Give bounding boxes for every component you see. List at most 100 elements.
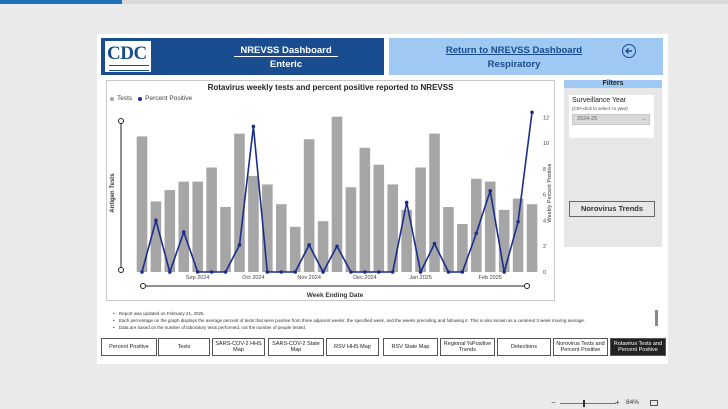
chevron-down-icon: ⌄ [640, 116, 646, 122]
tests-bar [498, 209, 510, 272]
dashboard-subtitle: Enteric [269, 59, 303, 70]
tests-bar [150, 201, 162, 272]
return-link[interactable]: Return to NREVSS Dashboard [445, 45, 583, 56]
tests-bar [512, 198, 524, 272]
top-progress-accent [0, 0, 122, 4]
percent-positive-point [530, 110, 534, 115]
tab-norovirus-tests[interactable]: Norovirus Tests and Percent Positive [553, 338, 608, 356]
surveillance-year-slicer: Surveillance Year (Ctrl+click to select … [569, 95, 654, 138]
percent-positive-point [154, 218, 158, 223]
percent-positive-point [307, 243, 311, 247]
tests-bar [457, 223, 468, 272]
note-item: Each percentage on the graph displays th… [113, 317, 633, 324]
header-return[interactable]: Return to NREVSS Dashboard Respiratory [389, 38, 663, 75]
notes-scrollbar[interactable] [655, 310, 658, 326]
x-tick-label: Oct 2024 [242, 275, 264, 281]
tests-bar [484, 181, 496, 272]
tab-sars-cov-2-state-map[interactable]: SARS-COV-2 State Map [268, 338, 324, 356]
y2-tick-label: 12 [543, 115, 549, 121]
circle-arrow-left-icon[interactable] [622, 44, 636, 58]
surveillance-year-value: 2024-25 [577, 116, 598, 122]
chart-title: Rotavirus weekly tests and percent posit… [207, 83, 454, 92]
tests-bar [234, 133, 245, 272]
tab-regional-percent-positive-trends[interactable]: Regional %Positive Trends [440, 338, 495, 356]
x-tick-label: Jan 2025 [409, 275, 432, 281]
x-range-slider-handle [140, 283, 146, 289]
percent-positive-point [376, 270, 381, 274]
tests-bar [443, 207, 454, 272]
legend-percent-label: Percent Positive [145, 95, 193, 102]
legend-tests-swatch [110, 96, 114, 101]
y2-axis-title: Weekly Percent Positive [547, 163, 553, 222]
tab-tests[interactable]: Tests [158, 338, 210, 356]
tests-bar [136, 136, 148, 272]
percent-positive-point [195, 270, 200, 274]
percent-positive-point [279, 270, 284, 274]
dashboard-title: NREVSS Dashboard [196, 45, 376, 57]
cdc-logo: CDC [104, 40, 152, 73]
x-tick-label: Dec 2024 [353, 275, 377, 281]
return-link-subtitle[interactable]: Respiratory [487, 59, 541, 70]
tab-rotavirus-tests[interactable]: Rotavirus Tests and Percent Positive [610, 338, 666, 356]
y-axis-title: Antigen Tests [110, 173, 116, 213]
tab-percent-positive[interactable]: Percent Positive [101, 338, 157, 356]
tests-bar [275, 204, 287, 272]
tests-bar [331, 116, 343, 272]
tab-rsv-state-map[interactable]: RSV State Map [383, 338, 438, 356]
tab-rsv-hhs-map[interactable]: RSV HHS Map [326, 338, 379, 356]
top-progress-bar [0, 0, 728, 4]
x-tick-label: Nov 2024 [297, 275, 321, 281]
x-axis-title: Week Ending Date [307, 292, 364, 299]
y-range-slider-handle [118, 118, 124, 124]
tests-bar [303, 139, 315, 272]
percent-positive-point [446, 270, 451, 274]
cdc-logo-stripes [109, 65, 149, 71]
percent-positive-point [488, 189, 493, 193]
tests-bar [192, 181, 203, 272]
percent-positive-point [516, 219, 520, 224]
status-bar: − + 84% [0, 398, 728, 409]
fit-to-page-icon[interactable] [650, 400, 658, 406]
dashboard-title-text: NREVSS Dashboard [234, 45, 338, 57]
surveillance-year-hint: (Ctrl+click to select >1 year) [572, 106, 628, 111]
tab-sars-cov-2-hhs-map[interactable]: SARS-COV-2 HHS Map [212, 338, 265, 356]
percent-positive-point [251, 124, 256, 129]
percent-positive-point [321, 270, 325, 274]
zoom-in-button[interactable]: + [615, 398, 620, 407]
surveillance-year-label: Surveillance Year [572, 97, 627, 104]
percent-positive-point [140, 270, 144, 274]
tests-bar [429, 133, 440, 272]
report-canvas: CDC NREVSS Dashboard Enteric Return to N… [97, 34, 668, 364]
y2-tick-label: 6 [543, 193, 546, 199]
percent-positive-point [460, 270, 465, 274]
percent-positive-point [335, 244, 339, 249]
zoom-slider-track[interactable] [560, 403, 616, 404]
zoom-level: 84% [626, 399, 640, 406]
percent-positive-point [168, 270, 172, 274]
header-enteric: CDC NREVSS Dashboard Enteric [101, 38, 384, 75]
surveillance-year-dropdown[interactable]: 2024-25 ⌄ [572, 114, 650, 125]
norovirus-trends-button[interactable]: Norovirus Trends [569, 201, 655, 217]
report-notes: Report was updated on February 21, 2025.… [113, 310, 633, 331]
page-tabs: Percent Positive Tests SARS-COV-2 HHS Ma… [101, 338, 666, 356]
percent-positive-point [293, 270, 298, 274]
y2-tick-label: 4 [543, 218, 546, 224]
tests-bar [359, 147, 371, 272]
percent-positive-point [349, 270, 353, 274]
x-tick-label: Sep 2024 [186, 275, 210, 281]
tab-detections[interactable]: Detections [497, 338, 551, 356]
zoom-out-button[interactable]: − [551, 398, 556, 407]
tests-bar [220, 207, 231, 272]
percent-positive-point [181, 230, 186, 234]
y2-tick-label: 10 [543, 141, 549, 147]
tests-bar [387, 184, 399, 272]
percent-positive-point [223, 270, 228, 274]
legend-percent-swatch [138, 96, 143, 101]
percent-positive-point [404, 200, 409, 205]
zoom-slider-thumb[interactable] [583, 400, 585, 407]
tests-bar [262, 184, 273, 272]
chart-legend: Tests Percent Positive [110, 95, 192, 102]
tests-bar [526, 204, 538, 272]
x-range-slider-handle [524, 283, 530, 289]
chart-svg: 0 2 4 6 8 10 12 Antigen Tests Weekly Percent Pos… [110, 110, 553, 299]
